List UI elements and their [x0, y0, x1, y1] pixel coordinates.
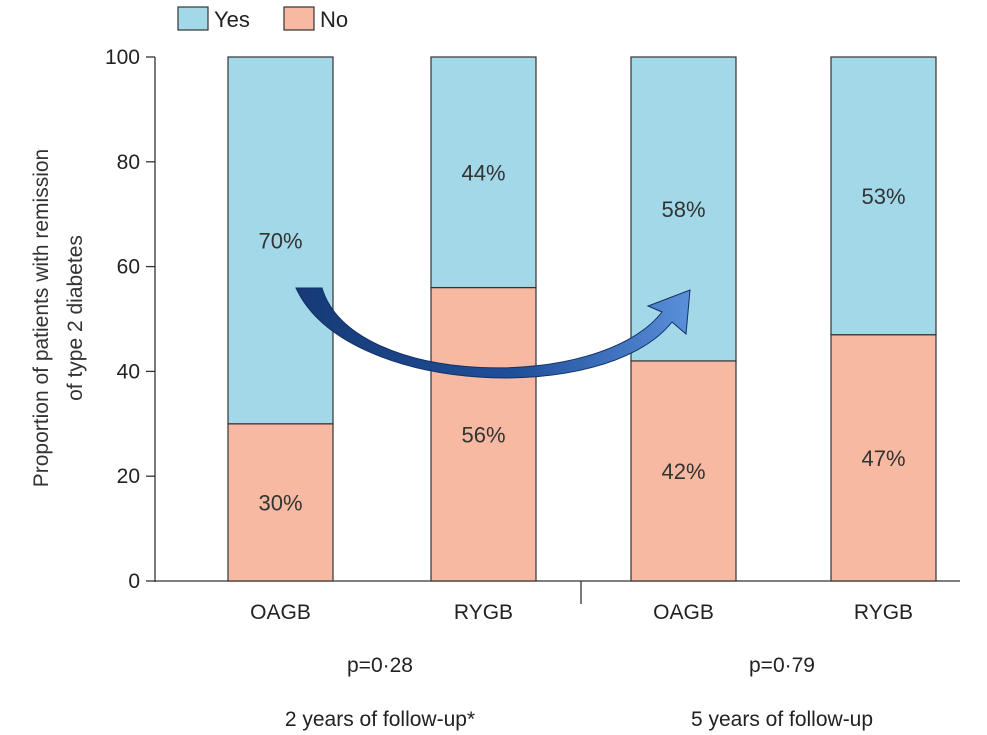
y-tick-label-80: 80: [117, 151, 140, 174]
legend-label-no: No: [320, 7, 348, 32]
data-label-no-2: 56%: [461, 422, 505, 447]
data-label-yes-4: 53%: [861, 184, 905, 209]
bar-no-4: [830, 334, 937, 582]
legend-swatch-no: [283, 6, 315, 31]
group-1-pvalue: p=0·28: [347, 654, 413, 677]
y-tick-label-0: 0: [128, 570, 140, 593]
legend: Yes No: [177, 6, 348, 32]
y-tick-label-100: 100: [105, 46, 140, 69]
group-2-label: 5 years of follow-up: [691, 708, 873, 731]
bar-yes-4: [830, 56, 937, 336]
bar-no-1: [227, 423, 334, 582]
data-label-no-4: 47%: [861, 446, 905, 471]
data-label-yes-1: 70%: [258, 228, 302, 253]
y-axis-ticks: 0 20 40 60 80 100: [105, 46, 155, 593]
bars: 30% 70% 56% 44% 42% 58% 47% 53%: [227, 56, 937, 582]
data-label-yes-2: 44%: [461, 160, 505, 185]
y-axis-title-line2: of type 2 diabetes: [64, 235, 87, 401]
category-label-4: RYGB: [854, 601, 913, 624]
y-tick-label-60: 60: [117, 256, 140, 279]
legend-swatch-yes: [177, 6, 209, 31]
y-tick-label-40: 40: [117, 360, 140, 383]
bar-no-2: [430, 286, 537, 582]
bar-yes-1: [227, 56, 334, 425]
group-2-pvalue: p=0·79: [749, 654, 815, 677]
y-tick-label-20: 20: [117, 465, 140, 488]
curved-arrow-annotation: [295, 287, 691, 379]
data-label-no-3: 42%: [661, 459, 705, 484]
bar-yes-2: [430, 56, 537, 289]
data-label-no-1: 30%: [258, 490, 302, 515]
group-1-label: 2 years of follow-up*: [285, 708, 475, 731]
category-label-2: RYGB: [454, 601, 513, 624]
data-label-yes-3: 58%: [661, 197, 705, 222]
y-axis-title-line1: Proportion of patients with remission: [30, 149, 53, 488]
category-label-3: OAGB: [653, 601, 714, 624]
category-labels: OAGB RYGB OAGB RYGB: [250, 601, 913, 624]
legend-label-yes: Yes: [214, 7, 250, 32]
bar-no-3: [630, 360, 737, 582]
category-label-1: OAGB: [250, 601, 311, 624]
